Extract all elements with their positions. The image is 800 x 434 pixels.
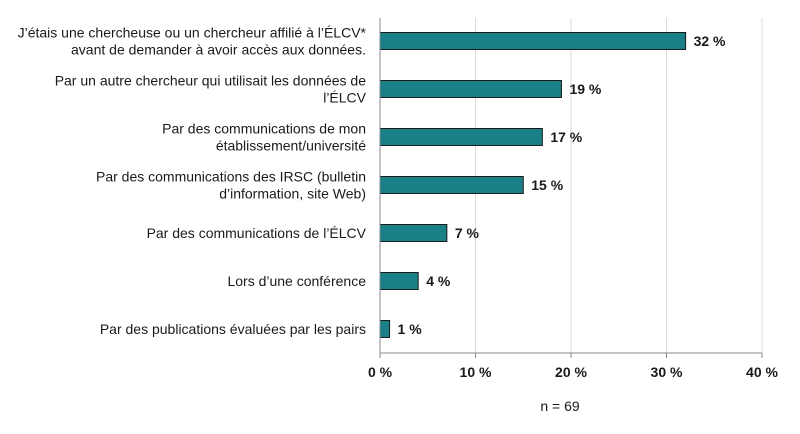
bar <box>379 128 543 146</box>
bar-value-label: 19 % <box>569 81 601 97</box>
category-label: J’étais une chercheuse ou un chercheur a… <box>18 25 367 58</box>
bar-value-label: 1 % <box>398 321 423 337</box>
x-axis: 0 % 10 % 20 % 30 % 40 % <box>368 18 779 380</box>
category-label: Par des communications de mon établisseme… <box>162 121 366 154</box>
bar-value-label: 17 % <box>550 129 582 145</box>
x-tick-label: 20 % <box>555 364 587 380</box>
bar <box>379 320 391 338</box>
bar <box>379 272 419 290</box>
x-tick-label: 10 % <box>460 364 492 380</box>
x-tick-label: 30 % <box>651 364 683 380</box>
bar <box>379 32 687 50</box>
bar <box>379 176 524 194</box>
x-tick-label: 40 % <box>746 364 778 380</box>
category-label: Par un autre chercheur qui utilisait les… <box>55 73 367 106</box>
category-label: Par des publications évaluées par les pa… <box>100 321 366 337</box>
bar <box>379 80 562 98</box>
bars: 32 % 19 % 17 % 15 % 7 % 4 % 1 % <box>379 32 726 338</box>
category-labels: J’étais une chercheuse ou un chercheur a… <box>18 25 367 338</box>
bar-value-label: 4 % <box>426 273 451 289</box>
category-label: Par des communications de l’ÉLCV <box>147 225 367 241</box>
bar-value-label: 32 % <box>694 33 726 49</box>
bar-value-label: 7 % <box>455 225 480 241</box>
bar-value-label: 15 % <box>531 177 563 193</box>
bar <box>379 224 448 242</box>
category-label: Par des communications des IRSC (bulleti… <box>96 169 366 202</box>
x-tick-label: 0 % <box>368 364 393 380</box>
category-label: Lors d’une conférence <box>227 273 366 289</box>
sample-size-note: n = 69 <box>540 398 580 414</box>
